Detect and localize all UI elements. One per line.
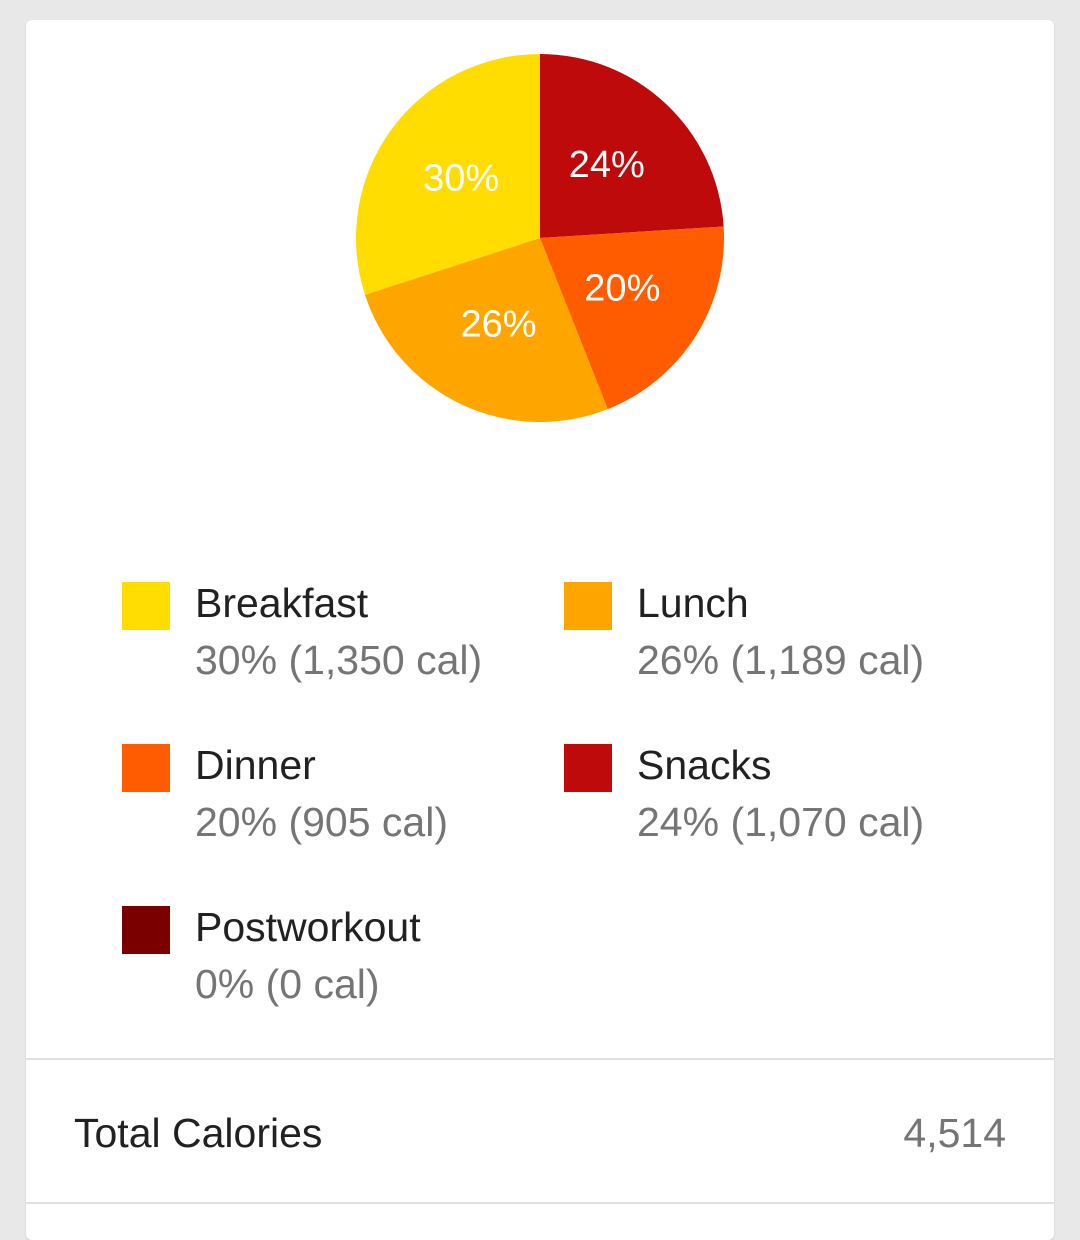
legend-item-lunch: Lunch 26% (1,189 cal) (564, 578, 1004, 698)
legend-item-breakfast: Breakfast 30% (1,350 cal) (122, 578, 562, 698)
total-calories-row: Total Calories 4,514 (26, 1060, 1054, 1204)
legend-value-breakfast: 30% (1,350 cal) (195, 637, 483, 683)
legend-value-postworkout: 0% (0 cal) (195, 961, 380, 1007)
legend-swatch-dinner (122, 744, 170, 792)
divider-top (26, 1058, 1054, 1060)
legend-value-snacks: 24% (1,070 cal) (637, 799, 925, 845)
legend-swatch-lunch (564, 582, 612, 630)
legend-item-snacks: Snacks 24% (1,070 cal) (564, 740, 1004, 860)
pie-svg: 30% 26% 20% 24% (356, 54, 724, 423)
legend-name-snacks: Snacks (637, 742, 772, 788)
legend-swatch-snacks (564, 744, 612, 792)
pie-label-breakfast: 30% (423, 158, 499, 200)
legend-name-lunch: Lunch (637, 580, 749, 626)
meal-pie-chart: 30% 26% 20% 24% (354, 52, 726, 424)
legend-item-dinner: Dinner 20% (905 cal) (122, 740, 562, 860)
pie-label-lunch: 26% (460, 303, 536, 345)
total-calories-label: Total Calories (74, 1110, 323, 1156)
divider-bottom (26, 1202, 1054, 1204)
legend-name-breakfast: Breakfast (195, 580, 369, 626)
legend-swatch-postworkout (122, 906, 170, 954)
total-calories-value: 4,514 (903, 1110, 1006, 1156)
legend-swatch-breakfast (122, 582, 170, 630)
pie-label-dinner: 20% (584, 267, 660, 309)
pie-slice-lunch (365, 238, 608, 423)
legend-value-lunch: 26% (1,189 cal) (637, 637, 925, 683)
legend-name-dinner: Dinner (195, 742, 316, 788)
legend-name-postworkout: Postworkout (195, 904, 421, 950)
pie-slice-breakfast (356, 54, 540, 295)
pie-slice-dinner (540, 226, 724, 410)
pie-label-snacks: 24% (569, 144, 645, 186)
legend-value-dinner: 20% (905 cal) (195, 799, 448, 845)
meals-card: 30% 26% 20% 24% Breakfast 30% (1,350 cal) L… (26, 20, 1054, 1240)
pie-slice-snacks (540, 54, 724, 238)
legend-item-postworkout: Postworkout 0% (0 cal) (122, 902, 562, 1022)
